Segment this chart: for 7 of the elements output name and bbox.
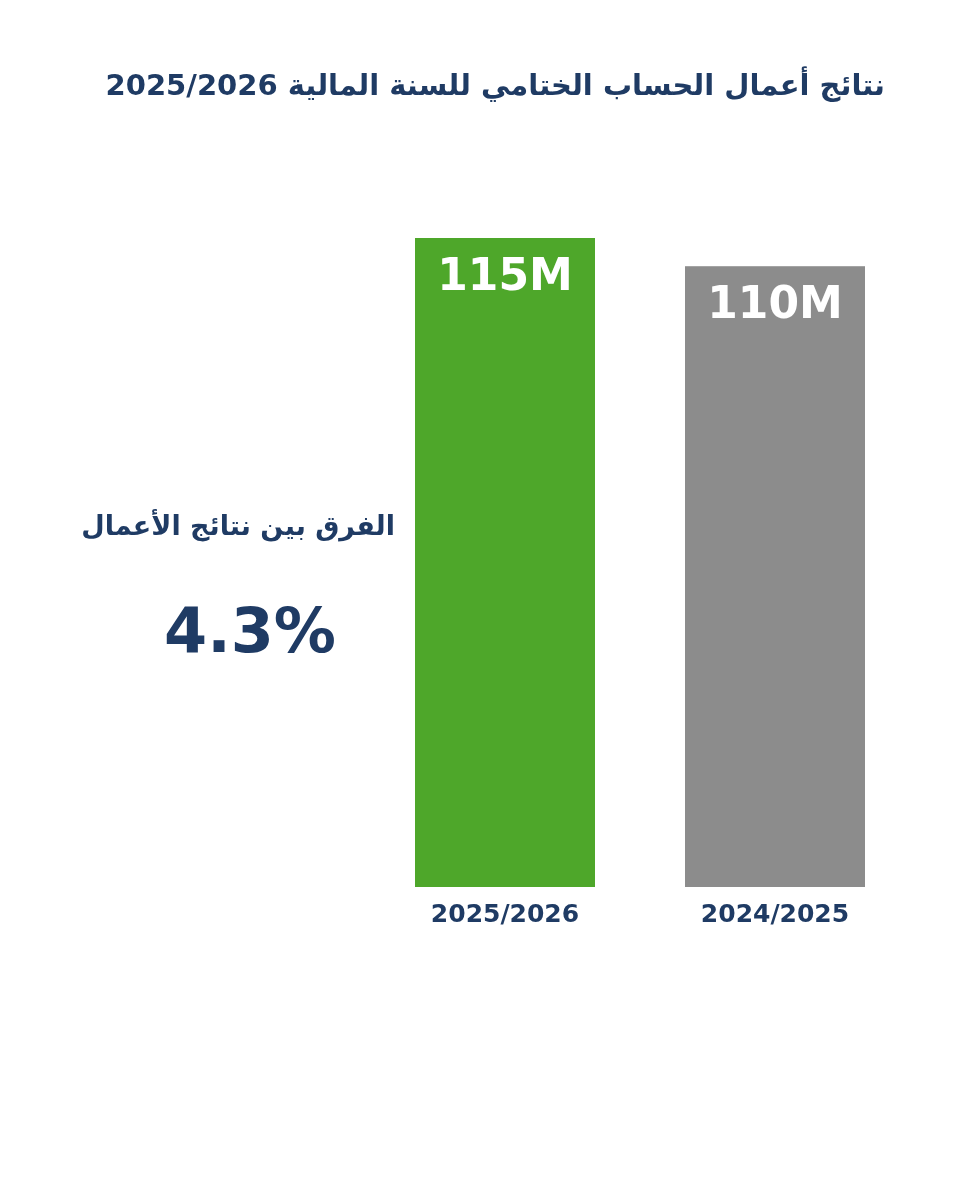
text: 4.3% [164, 594, 336, 667]
x-tick-label: 2024/2025 [700, 899, 850, 928]
chart-title: نتائج أعمال الحساب الختامي للسنة المالية 2025/2026 [105, 66, 885, 102]
data-label: 110M [707, 277, 843, 329]
x-tick-label: 2025/2026 [430, 899, 580, 928]
annotation: الفرق بين نتائج الأعمال [81, 509, 395, 542]
data-label: 115M [437, 249, 573, 300]
